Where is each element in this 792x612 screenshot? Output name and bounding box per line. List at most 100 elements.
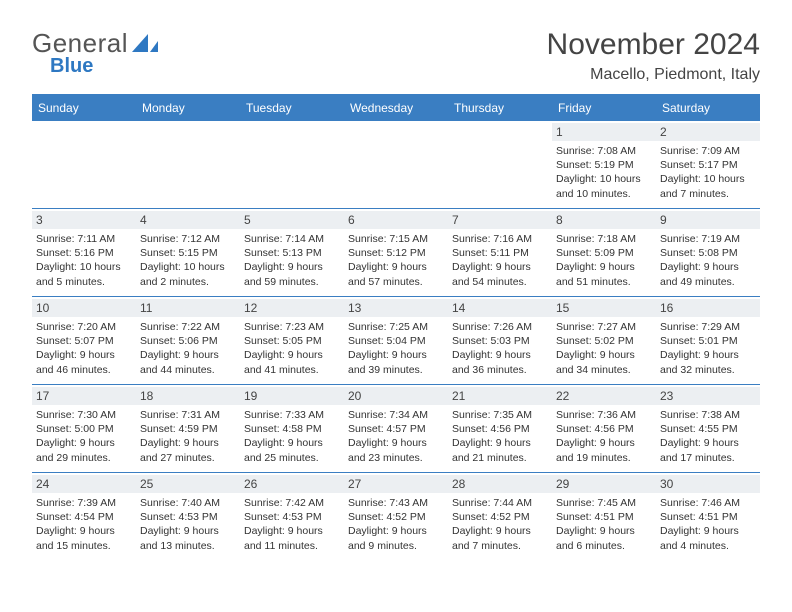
daylight-line: Daylight: 9 hours and 36 minutes. bbox=[452, 348, 548, 376]
sunrise-line: Sunrise: 7:20 AM bbox=[36, 320, 132, 334]
daylight-line: Daylight: 9 hours and 57 minutes. bbox=[348, 260, 444, 288]
sunrise-line: Sunrise: 7:44 AM bbox=[452, 496, 548, 510]
sunrise-line: Sunrise: 7:18 AM bbox=[556, 232, 652, 246]
day-details: Sunrise: 7:29 AMSunset: 5:01 PMDaylight:… bbox=[660, 320, 756, 377]
sunset-line: Sunset: 4:58 PM bbox=[244, 422, 340, 436]
day-details: Sunrise: 7:14 AMSunset: 5:13 PMDaylight:… bbox=[244, 232, 340, 289]
daylight-line: Daylight: 9 hours and 29 minutes. bbox=[36, 436, 132, 464]
day-details: Sunrise: 7:27 AMSunset: 5:02 PMDaylight:… bbox=[556, 320, 652, 377]
day-details: Sunrise: 7:44 AMSunset: 4:52 PMDaylight:… bbox=[452, 496, 548, 553]
weekday-heading: Thursday bbox=[448, 96, 552, 121]
sunrise-line: Sunrise: 7:22 AM bbox=[140, 320, 236, 334]
day-details: Sunrise: 7:26 AMSunset: 5:03 PMDaylight:… bbox=[452, 320, 548, 377]
sunrise-line: Sunrise: 7:11 AM bbox=[36, 232, 132, 246]
day-number: 24 bbox=[32, 475, 136, 493]
day-details: Sunrise: 7:12 AMSunset: 5:15 PMDaylight:… bbox=[140, 232, 236, 289]
sunset-line: Sunset: 4:54 PM bbox=[36, 510, 132, 524]
weekday-heading: Wednesday bbox=[344, 96, 448, 121]
daylight-line: Daylight: 10 hours and 5 minutes. bbox=[36, 260, 132, 288]
calendar-day-cell bbox=[32, 121, 136, 209]
calendar-day-cell: 26Sunrise: 7:42 AMSunset: 4:53 PMDayligh… bbox=[240, 473, 344, 561]
calendar-day-cell: 24 Sunrise: 7:39 AMSunset: 4:54 PMDayligh… bbox=[32, 473, 136, 561]
day-number: 4 bbox=[136, 211, 240, 229]
calendar-day-cell: 15Sunrise: 7:27 AMSunset: 5:02 PMDayligh… bbox=[552, 297, 656, 385]
sunrise-line: Sunrise: 7:42 AM bbox=[244, 496, 340, 510]
header: General Blue November 2024 Macello, Pied… bbox=[0, 0, 792, 90]
sunrise-line: Sunrise: 7:31 AM bbox=[140, 408, 236, 422]
brand-general: General bbox=[32, 28, 128, 58]
daylight-line: Daylight: 9 hours and 19 minutes. bbox=[556, 436, 652, 464]
calendar-day-cell bbox=[448, 121, 552, 209]
day-number: 19 bbox=[240, 387, 344, 405]
day-details: Sunrise: 7:15 AMSunset: 5:12 PMDaylight:… bbox=[348, 232, 444, 289]
day-number: 30 bbox=[656, 475, 760, 493]
day-number: 25 bbox=[136, 475, 240, 493]
calendar-day-cell: 5Sunrise: 7:14 AMSunset: 5:13 PMDaylight… bbox=[240, 209, 344, 297]
day-number: 11 bbox=[136, 299, 240, 317]
calendar-week-row: 1Sunrise: 7:08 AMSunset: 5:19 PMDaylight… bbox=[32, 121, 760, 209]
day-details: Sunrise: 7:19 AMSunset: 5:08 PMDaylight:… bbox=[660, 232, 756, 289]
day-details: Sunrise: 7:34 AMSunset: 4:57 PMDaylight:… bbox=[348, 408, 444, 465]
sunset-line: Sunset: 5:16 PM bbox=[36, 246, 132, 260]
sunrise-line: Sunrise: 7:26 AM bbox=[452, 320, 548, 334]
sunrise-line: Sunrise: 7:38 AM bbox=[660, 408, 756, 422]
calendar-day-cell: 19Sunrise: 7:33 AMSunset: 4:58 PMDayligh… bbox=[240, 385, 344, 473]
sunrise-line: Sunrise: 7:33 AM bbox=[244, 408, 340, 422]
day-number: 18 bbox=[136, 387, 240, 405]
calendar-day-cell: 14Sunrise: 7:26 AMSunset: 5:03 PMDayligh… bbox=[448, 297, 552, 385]
sunrise-line: Sunrise: 7:39 AM bbox=[36, 496, 132, 510]
sunset-line: Sunset: 4:57 PM bbox=[348, 422, 444, 436]
day-details: Sunrise: 7:20 AMSunset: 5:07 PMDaylight:… bbox=[36, 320, 132, 377]
weekday-heading: Friday bbox=[552, 96, 656, 121]
calendar-day-cell: 1Sunrise: 7:08 AMSunset: 5:19 PMDaylight… bbox=[552, 121, 656, 209]
day-number: 28 bbox=[448, 475, 552, 493]
sunset-line: Sunset: 5:12 PM bbox=[348, 246, 444, 260]
day-number: 1 bbox=[552, 123, 656, 141]
daylight-line: Daylight: 9 hours and 49 minutes. bbox=[660, 260, 756, 288]
sunrise-line: Sunrise: 7:43 AM bbox=[348, 496, 444, 510]
day-details: Sunrise: 7:09 AMSunset: 5:17 PMDaylight:… bbox=[660, 144, 756, 201]
day-number: 29 bbox=[552, 475, 656, 493]
sunset-line: Sunset: 4:55 PM bbox=[660, 422, 756, 436]
sunset-line: Sunset: 4:53 PM bbox=[244, 510, 340, 524]
calendar-day-cell: 25Sunrise: 7:40 AMSunset: 4:53 PMDayligh… bbox=[136, 473, 240, 561]
calendar-day-cell: 2 Sunrise: 7:09 AMSunset: 5:17 PMDaylight… bbox=[656, 121, 760, 209]
daylight-line: Daylight: 9 hours and 21 minutes. bbox=[452, 436, 548, 464]
sunset-line: Sunset: 5:05 PM bbox=[244, 334, 340, 348]
day-number: 13 bbox=[344, 299, 448, 317]
sunset-line: Sunset: 5:13 PM bbox=[244, 246, 340, 260]
day-number: 9 bbox=[656, 211, 760, 229]
sunrise-line: Sunrise: 7:09 AM bbox=[660, 144, 756, 158]
sunset-line: Sunset: 5:17 PM bbox=[660, 158, 756, 172]
calendar-weekday-header: Sunday Monday Tuesday Wednesday Thursday… bbox=[32, 96, 760, 121]
sunrise-line: Sunrise: 7:15 AM bbox=[348, 232, 444, 246]
day-number: 2 bbox=[656, 123, 760, 141]
sunset-line: Sunset: 5:06 PM bbox=[140, 334, 236, 348]
day-number: 17 bbox=[32, 387, 136, 405]
daylight-line: Daylight: 9 hours and 59 minutes. bbox=[244, 260, 340, 288]
sunset-line: Sunset: 5:03 PM bbox=[452, 334, 548, 348]
calendar-day-cell: 4 Sunrise: 7:12 AMSunset: 5:15 PMDaylight… bbox=[136, 209, 240, 297]
sunrise-line: Sunrise: 7:36 AM bbox=[556, 408, 652, 422]
calendar-day-cell: 30Sunrise: 7:46 AMSunset: 4:51 PMDayligh… bbox=[656, 473, 760, 561]
daylight-line: Daylight: 9 hours and 39 minutes. bbox=[348, 348, 444, 376]
daylight-line: Daylight: 9 hours and 41 minutes. bbox=[244, 348, 340, 376]
calendar-day-cell bbox=[240, 121, 344, 209]
sunset-line: Sunset: 5:02 PM bbox=[556, 334, 652, 348]
daylight-line: Daylight: 9 hours and 9 minutes. bbox=[348, 524, 444, 552]
calendar-day-cell: 27Sunrise: 7:43 AMSunset: 4:52 PMDayligh… bbox=[344, 473, 448, 561]
sunrise-line: Sunrise: 7:16 AM bbox=[452, 232, 548, 246]
daylight-line: Daylight: 9 hours and 34 minutes. bbox=[556, 348, 652, 376]
daylight-line: Daylight: 9 hours and 54 minutes. bbox=[452, 260, 548, 288]
daylight-line: Daylight: 9 hours and 11 minutes. bbox=[244, 524, 340, 552]
sunset-line: Sunset: 4:51 PM bbox=[556, 510, 652, 524]
sunset-line: Sunset: 4:51 PM bbox=[660, 510, 756, 524]
day-details: Sunrise: 7:38 AMSunset: 4:55 PMDaylight:… bbox=[660, 408, 756, 465]
daylight-line: Daylight: 9 hours and 44 minutes. bbox=[140, 348, 236, 376]
calendar-day-cell bbox=[136, 121, 240, 209]
daylight-line: Daylight: 9 hours and 46 minutes. bbox=[36, 348, 132, 376]
daylight-line: Daylight: 9 hours and 15 minutes. bbox=[36, 524, 132, 552]
sunrise-line: Sunrise: 7:40 AM bbox=[140, 496, 236, 510]
day-details: Sunrise: 7:22 AMSunset: 5:06 PMDaylight:… bbox=[140, 320, 236, 377]
sunset-line: Sunset: 5:15 PM bbox=[140, 246, 236, 260]
